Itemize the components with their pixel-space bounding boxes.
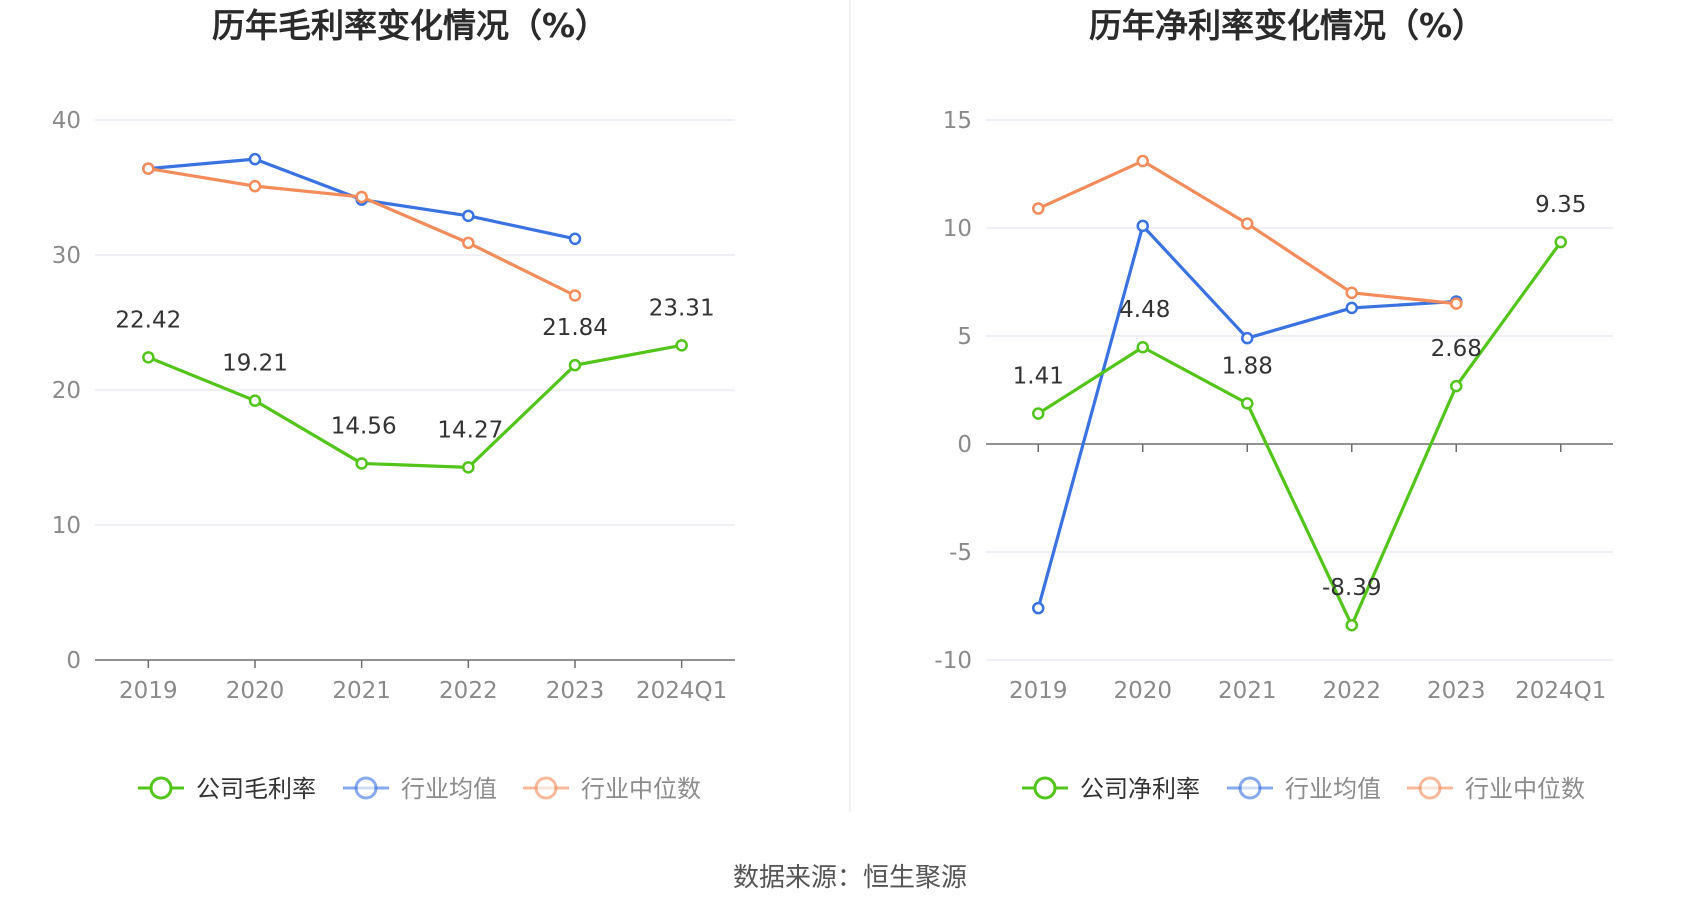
data-label: 9.35: [1535, 192, 1586, 218]
data-point: [1450, 297, 1463, 310]
x-tick-label: 2023: [1427, 678, 1486, 704]
legend-marker: [1418, 776, 1442, 800]
data-point: [568, 358, 582, 372]
data-point: [1032, 601, 1045, 615]
legend-label: 公司净利率: [1080, 775, 1200, 803]
x-tick-label: 2020: [1113, 678, 1172, 704]
data-label: -8.39: [1322, 575, 1382, 601]
legend-item: 行业均值: [343, 775, 497, 803]
y-tick-label: 0: [957, 432, 972, 458]
data-point: [1136, 154, 1149, 168]
series-行业均值: [1032, 219, 1463, 615]
legend-marker: [1238, 776, 1262, 800]
series-公司毛利率: [142, 339, 688, 474]
y-tick-label: 40: [52, 108, 81, 134]
x-tick-label: 2021: [332, 678, 391, 704]
data-point: [1345, 286, 1358, 300]
data-point: [675, 339, 688, 352]
data-point: [1554, 235, 1567, 249]
chart-title: 历年净利率变化情况（%）: [1089, 6, 1485, 45]
legend-item: 行业中位数: [1407, 775, 1585, 803]
legend-item: 公司毛利率: [138, 775, 316, 803]
data-label: 1.41: [1013, 364, 1064, 390]
x-tick-label: 2023: [546, 678, 605, 704]
x-tick-label: 2019: [119, 678, 178, 704]
data-label: 4.48: [1119, 297, 1170, 323]
y-tick-label: 5: [957, 324, 972, 350]
legend-item: 行业均值: [1227, 775, 1381, 803]
data-label: 23.31: [649, 295, 715, 321]
data-label: 2.68: [1431, 336, 1482, 362]
data-source-note: 数据来源：恒生聚源: [733, 863, 967, 893]
x-tick-label: 2022: [439, 678, 498, 704]
data-point: [1241, 397, 1254, 410]
series-行业中位数: [1032, 154, 1463, 310]
x-tick-label: 2020: [226, 678, 285, 704]
data-point: [462, 236, 475, 250]
data-point: [248, 152, 262, 166]
data-point: [1136, 219, 1149, 233]
legend-label: 公司毛利率: [196, 775, 316, 803]
data-point: [1241, 217, 1254, 230]
data-point: [462, 209, 475, 223]
data-label: 21.84: [542, 315, 608, 341]
data-label: 14.56: [331, 413, 397, 439]
y-tick-label: 15: [943, 108, 972, 134]
data-point: [248, 394, 262, 407]
data-point: [142, 162, 155, 175]
gross-margin-chart: 历年毛利率变化情况（%） 0 10 20 30 40 2019 2020 2021 2022 202…: [52, 6, 735, 803]
legend-marker: [1033, 776, 1057, 800]
y-tick-label: -10: [934, 648, 972, 674]
legend-marker: [354, 776, 378, 800]
data-point: [248, 179, 262, 193]
series-line: [1036, 224, 1457, 609]
series-line: [148, 167, 576, 297]
net-margin-chart: 历年净利率变化情况（%） -10 -5 0 5 10 15 2019 2020 2021 2022 2…: [934, 6, 1613, 803]
data-label: 14.27: [437, 417, 503, 443]
legend-label: 行业中位数: [581, 775, 701, 803]
y-tick-label: 10: [52, 513, 81, 539]
data-point: [568, 232, 582, 246]
y-tick-label: -5: [949, 540, 972, 566]
data-point: [1032, 407, 1045, 420]
data-point: [1345, 618, 1358, 632]
y-tick-label: 10: [943, 216, 972, 242]
data-label: 1.88: [1222, 353, 1273, 379]
legend-item: 行业中位数: [523, 775, 701, 803]
series-line: [1037, 241, 1563, 627]
legend-item: 公司净利率: [1022, 775, 1200, 803]
series-行业中位数: [142, 162, 582, 302]
y-tick-label: 0: [66, 648, 81, 674]
x-tick-label: 2024Q1: [1515, 678, 1606, 704]
data-point: [1450, 379, 1463, 393]
x-tick-label: 2024Q1: [636, 678, 727, 704]
data-point: [355, 457, 368, 470]
data-point: [1241, 331, 1254, 345]
x-tick-label: 2022: [1322, 678, 1381, 704]
data-point: [1032, 202, 1045, 215]
data-point: [462, 461, 475, 474]
series-公司净利率: [1032, 235, 1567, 632]
data-point: [355, 190, 368, 204]
legend-label: 行业均值: [401, 775, 497, 803]
series-line: [147, 343, 682, 469]
x-tick-label: 2019: [1009, 678, 1068, 704]
data-point: [1345, 301, 1358, 315]
x-tick-label: 2021: [1218, 678, 1277, 704]
series-line: [1037, 159, 1457, 306]
y-tick-label: 30: [52, 243, 81, 269]
legend-marker: [149, 776, 173, 800]
chart-title: 历年毛利率变化情况（%）: [212, 6, 608, 45]
data-label: 22.42: [115, 307, 181, 333]
legend-label: 行业中位数: [1465, 775, 1585, 803]
data-point: [568, 289, 582, 302]
data-point: [1136, 340, 1149, 354]
legend-marker: [534, 776, 558, 800]
data-point: [142, 351, 155, 364]
legend-label: 行业均值: [1285, 775, 1381, 803]
y-tick-label: 20: [52, 378, 81, 404]
data-label: 19.21: [222, 351, 288, 377]
